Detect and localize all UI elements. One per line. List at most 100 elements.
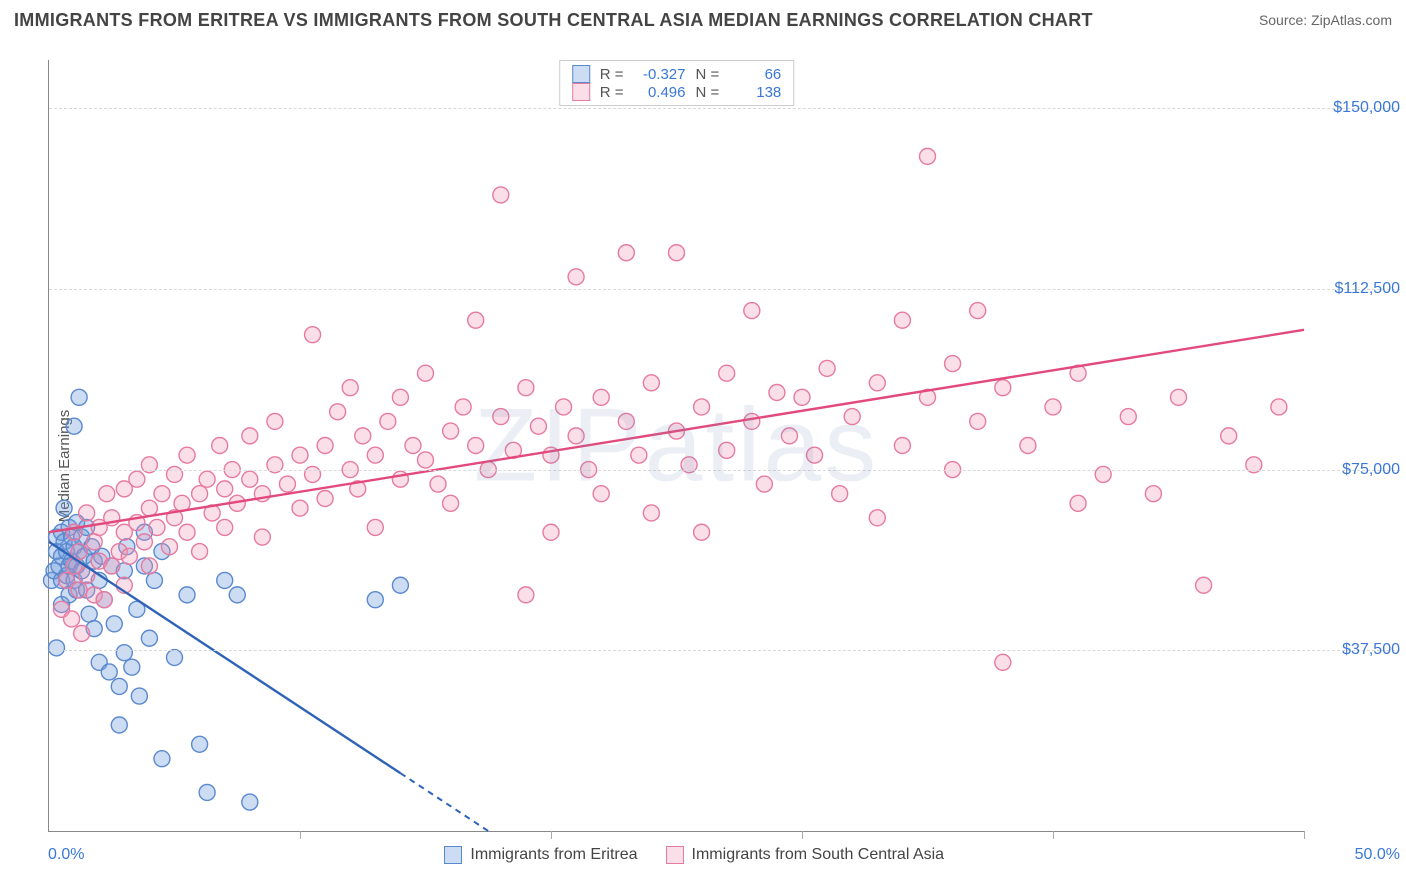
data-point-sca: [342, 380, 358, 396]
data-point-sca: [694, 399, 710, 415]
data-point-sca: [819, 360, 835, 376]
data-point-sca: [292, 500, 308, 516]
data-point-sca: [79, 505, 95, 521]
data-point-eritrea: [146, 572, 162, 588]
n-label: N =: [696, 66, 720, 83]
data-point-sca: [129, 471, 145, 487]
data-point-eritrea: [154, 751, 170, 767]
x-axis-row: 0.0% Immigrants from Eritrea Immigrants …: [48, 846, 1304, 864]
n-value-eritrea: 66: [729, 66, 781, 83]
data-point-sca: [199, 471, 215, 487]
data-point-sca: [518, 380, 534, 396]
plot-svg: [49, 60, 1304, 831]
data-point-eritrea: [111, 717, 127, 733]
data-point-sca: [74, 625, 90, 641]
data-point-sca: [192, 486, 208, 502]
data-point-sca: [192, 544, 208, 560]
data-point-sca: [104, 558, 120, 574]
data-point-sca: [141, 558, 157, 574]
data-point-eritrea: [217, 572, 233, 588]
data-point-sca: [869, 375, 885, 391]
data-point-sca: [781, 428, 797, 444]
data-point-eritrea: [116, 645, 132, 661]
data-point-eritrea: [199, 784, 215, 800]
data-point-sca: [242, 428, 258, 444]
data-point-sca: [543, 524, 559, 540]
data-point-sca: [869, 510, 885, 526]
legend-item-eritrea: Immigrants from Eritrea: [444, 846, 637, 864]
data-point-eritrea: [49, 640, 65, 656]
data-point-sca: [568, 428, 584, 444]
data-point-sca: [136, 534, 152, 550]
swatch-sca: [666, 846, 684, 864]
n-value-sca: 138: [729, 84, 781, 101]
data-point-sca: [694, 524, 710, 540]
data-point-sca: [392, 389, 408, 405]
data-point-eritrea: [71, 389, 87, 405]
data-point-eritrea: [192, 736, 208, 752]
swatch-eritrea: [572, 65, 590, 83]
r-value-eritrea: -0.327: [634, 66, 686, 83]
data-point-sca: [618, 413, 634, 429]
data-point-sca: [217, 519, 233, 535]
data-point-sca: [719, 442, 735, 458]
data-point-sca: [242, 471, 258, 487]
data-point-sca: [71, 582, 87, 598]
swatch-eritrea: [444, 846, 462, 864]
data-point-sca: [568, 269, 584, 285]
data-point-eritrea: [81, 606, 97, 622]
data-point-sca: [894, 312, 910, 328]
data-point-eritrea: [392, 577, 408, 593]
data-point-sca: [149, 519, 165, 535]
plot-area: R = -0.327 N = 66 R = 0.496 N = 138 ZIPa…: [48, 60, 1304, 832]
x-axis-min: 0.0%: [48, 846, 84, 864]
data-point-sca: [121, 548, 137, 564]
data-point-sca: [279, 476, 295, 492]
data-point-sca: [643, 375, 659, 391]
data-point-sca: [99, 486, 115, 502]
data-point-sca: [1070, 495, 1086, 511]
data-point-sca: [631, 447, 647, 463]
data-point-sca: [141, 500, 157, 516]
data-point-sca: [468, 438, 484, 454]
data-point-eritrea: [101, 664, 117, 680]
data-point-sca: [179, 524, 195, 540]
gridline-h: [49, 108, 1400, 109]
data-point-sca: [493, 187, 509, 203]
source-attribution: Source: ZipAtlas.com: [1259, 12, 1392, 28]
gridline-h: [49, 650, 1400, 651]
data-point-eritrea: [167, 650, 183, 666]
data-point-sca: [254, 529, 270, 545]
legend-row-eritrea: R = -0.327 N = 66: [572, 65, 782, 83]
gridline-h: [49, 289, 1400, 290]
data-point-sca: [355, 428, 371, 444]
r-label: R =: [600, 66, 624, 83]
data-point-sca: [267, 413, 283, 429]
data-point-eritrea: [111, 678, 127, 694]
data-point-sca: [468, 312, 484, 328]
x-tick: [551, 831, 552, 839]
correlation-legend: R = -0.327 N = 66 R = 0.496 N = 138: [559, 60, 795, 106]
trend-line-sca: [49, 330, 1304, 532]
data-point-sca: [844, 409, 860, 425]
data-point-sca: [1045, 399, 1061, 415]
legend-row-sca: R = 0.496 N = 138: [572, 83, 782, 101]
r-label: R =: [600, 84, 624, 101]
data-point-sca: [643, 505, 659, 521]
data-point-eritrea: [131, 688, 147, 704]
data-point-sca: [418, 452, 434, 468]
data-point-sca: [96, 592, 112, 608]
data-point-sca: [317, 491, 333, 507]
data-point-sca: [292, 447, 308, 463]
data-point-sca: [807, 447, 823, 463]
data-point-sca: [744, 413, 760, 429]
data-point-eritrea: [229, 587, 245, 603]
data-point-sca: [530, 418, 546, 434]
data-point-sca: [756, 476, 772, 492]
data-point-sca: [217, 481, 233, 497]
data-point-sca: [794, 389, 810, 405]
data-point-sca: [618, 245, 634, 261]
data-point-sca: [1120, 409, 1136, 425]
x-tick: [802, 831, 803, 839]
data-point-sca: [493, 409, 509, 425]
